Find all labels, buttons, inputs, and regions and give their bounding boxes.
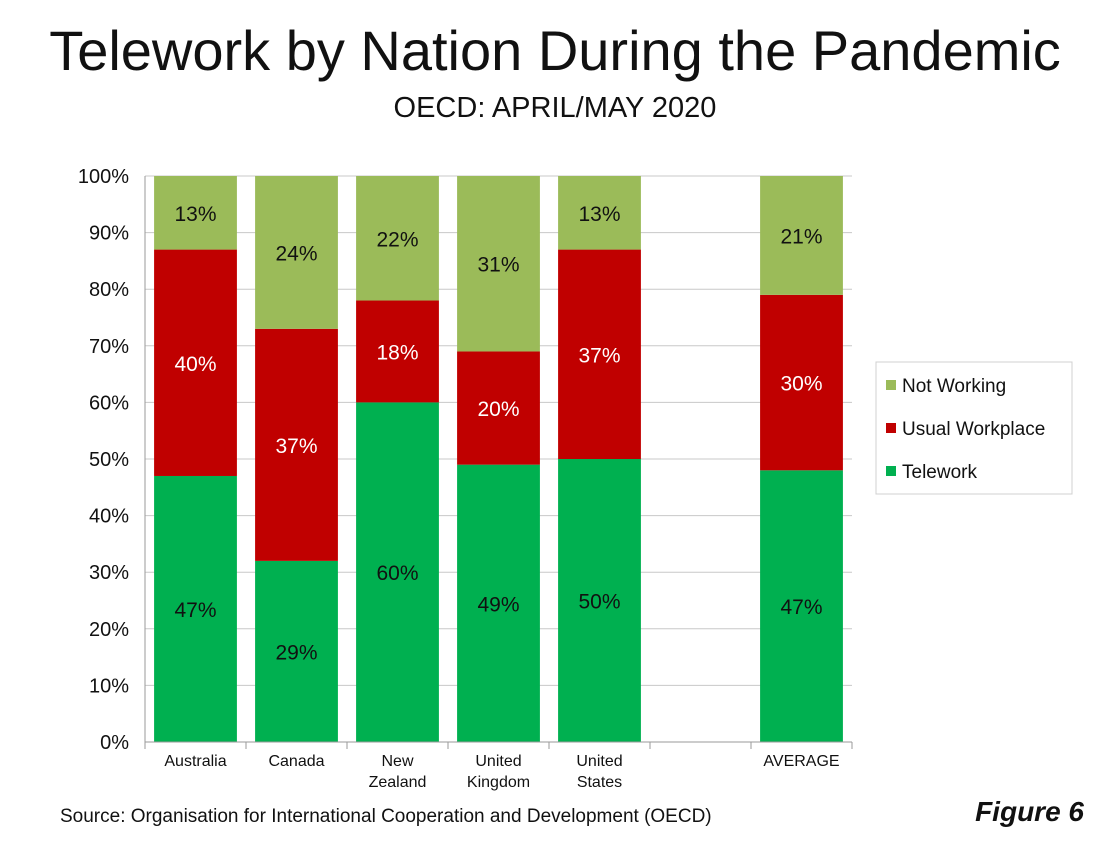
x-category-label: Zealand	[369, 774, 427, 791]
bar-not-working	[558, 176, 641, 250]
data-label: 47%	[780, 596, 822, 619]
bar-usual-workplace	[558, 249, 641, 459]
bar-usual-workplace	[457, 351, 540, 465]
chart-title: Telework by Nation During the Pandemic	[49, 19, 1061, 82]
data-label: 60%	[376, 562, 418, 585]
data-label: 22%	[376, 228, 418, 251]
data-label: 30%	[780, 373, 822, 396]
bar-telework	[356, 402, 439, 742]
data-label: 50%	[578, 591, 620, 614]
bars: 47% 40% 13% 29% 37% 24% 60% 18% 22% 49% 20% 31% 50% 3…	[154, 176, 843, 742]
legend-swatch	[886, 380, 896, 390]
x-category-label: Australia	[164, 753, 226, 770]
y-tick-label: 0%	[100, 732, 129, 754]
legend-entry: Not Working	[902, 376, 1006, 397]
data-label: 21%	[780, 225, 822, 248]
bar-not-working	[760, 176, 843, 295]
data-label: 24%	[275, 242, 317, 265]
y-tick-label: 40%	[89, 506, 129, 528]
bar-telework	[457, 464, 540, 742]
x-category-label: Canada	[268, 753, 324, 770]
data-label: 20%	[477, 398, 519, 421]
data-label: 37%	[578, 344, 620, 367]
x-category-label: United	[475, 753, 521, 770]
legend: Not Working Usual Workplace Telework	[875, 361, 1073, 495]
data-label: 37%	[275, 435, 317, 458]
x-category-label: United	[576, 753, 622, 770]
bar-not-working	[457, 176, 540, 352]
data-label: 31%	[477, 254, 519, 277]
data-label: 13%	[174, 203, 216, 226]
chart-subtitle: OECD: APRIL/MAY 2020	[393, 92, 717, 124]
y-tick-label: 30%	[89, 562, 129, 584]
y-tick-label: 80%	[89, 279, 129, 301]
bar-usual-workplace	[154, 249, 237, 476]
data-label: 49%	[477, 593, 519, 616]
source-note: Source: Organisation for International C…	[60, 806, 712, 827]
bar-usual-workplace	[760, 294, 843, 471]
x-category-label: New	[381, 753, 413, 770]
y-tick-label: 60%	[89, 392, 129, 414]
y-tick-label: 20%	[89, 619, 129, 641]
x-category-label: Kingdom	[467, 774, 530, 791]
legend-swatch	[886, 466, 896, 476]
legend-entry: Telework	[902, 462, 977, 483]
y-tick-label: 50%	[89, 449, 129, 471]
bar-not-working	[255, 176, 338, 329]
y-tick-label: 10%	[89, 675, 129, 697]
data-label: 47%	[174, 599, 216, 622]
bar-usual-workplace	[255, 328, 338, 561]
bar-not-working	[154, 176, 237, 250]
bar-telework	[558, 459, 641, 742]
data-label: 18%	[376, 341, 418, 364]
legend-entry: Usual Workplace	[902, 419, 1045, 440]
x-category-label: AVERAGE	[763, 753, 839, 770]
bar-telework	[760, 470, 843, 742]
bar-not-working	[356, 176, 439, 301]
y-tick-label: 100%	[78, 166, 129, 188]
x-category-label: States	[577, 774, 622, 791]
y-tick-label: 90%	[89, 223, 129, 245]
legend-swatch	[886, 423, 896, 433]
axes: 0% 10% 20% 30% 40% 50% 60% 70% 80% 90% 100% Austral…	[78, 166, 853, 791]
bar-telework	[154, 475, 237, 742]
data-label: 29%	[275, 641, 317, 664]
data-label: 40%	[174, 353, 216, 376]
data-label: 13%	[578, 203, 620, 226]
legend-box	[875, 361, 1073, 495]
bar-usual-workplace	[356, 300, 439, 403]
bar-telework	[255, 560, 338, 742]
y-tick-label: 70%	[89, 336, 129, 358]
figure-label: Figure 6	[975, 796, 1084, 827]
